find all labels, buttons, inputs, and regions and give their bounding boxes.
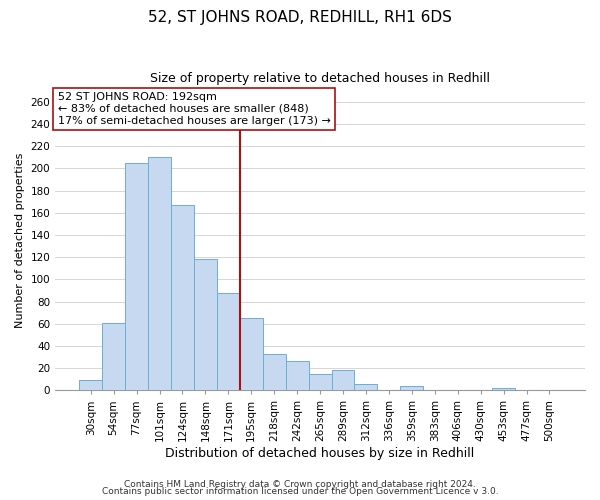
Title: Size of property relative to detached houses in Redhill: Size of property relative to detached ho…	[150, 72, 490, 86]
Bar	[286, 362, 308, 390]
Bar	[125, 163, 148, 390]
Bar	[79, 380, 102, 390]
Bar	[102, 322, 125, 390]
Bar	[400, 386, 423, 390]
Bar	[171, 205, 194, 390]
Text: 52, ST JOHNS ROAD, REDHILL, RH1 6DS: 52, ST JOHNS ROAD, REDHILL, RH1 6DS	[148, 10, 452, 25]
Bar	[355, 384, 377, 390]
X-axis label: Distribution of detached houses by size in Redhill: Distribution of detached houses by size …	[166, 447, 475, 460]
Bar	[217, 292, 240, 390]
Text: 52 ST JOHNS ROAD: 192sqm
← 83% of detached houses are smaller (848)
17% of semi-: 52 ST JOHNS ROAD: 192sqm ← 83% of detach…	[58, 92, 331, 126]
Y-axis label: Number of detached properties: Number of detached properties	[15, 153, 25, 328]
Text: Contains public sector information licensed under the Open Government Licence v : Contains public sector information licen…	[101, 487, 499, 496]
Bar	[194, 260, 217, 390]
Text: Contains HM Land Registry data © Crown copyright and database right 2024.: Contains HM Land Registry data © Crown c…	[124, 480, 476, 489]
Bar	[148, 158, 171, 390]
Bar	[308, 374, 332, 390]
Bar	[263, 354, 286, 391]
Bar	[492, 388, 515, 390]
Bar	[332, 370, 355, 390]
Bar	[240, 318, 263, 390]
